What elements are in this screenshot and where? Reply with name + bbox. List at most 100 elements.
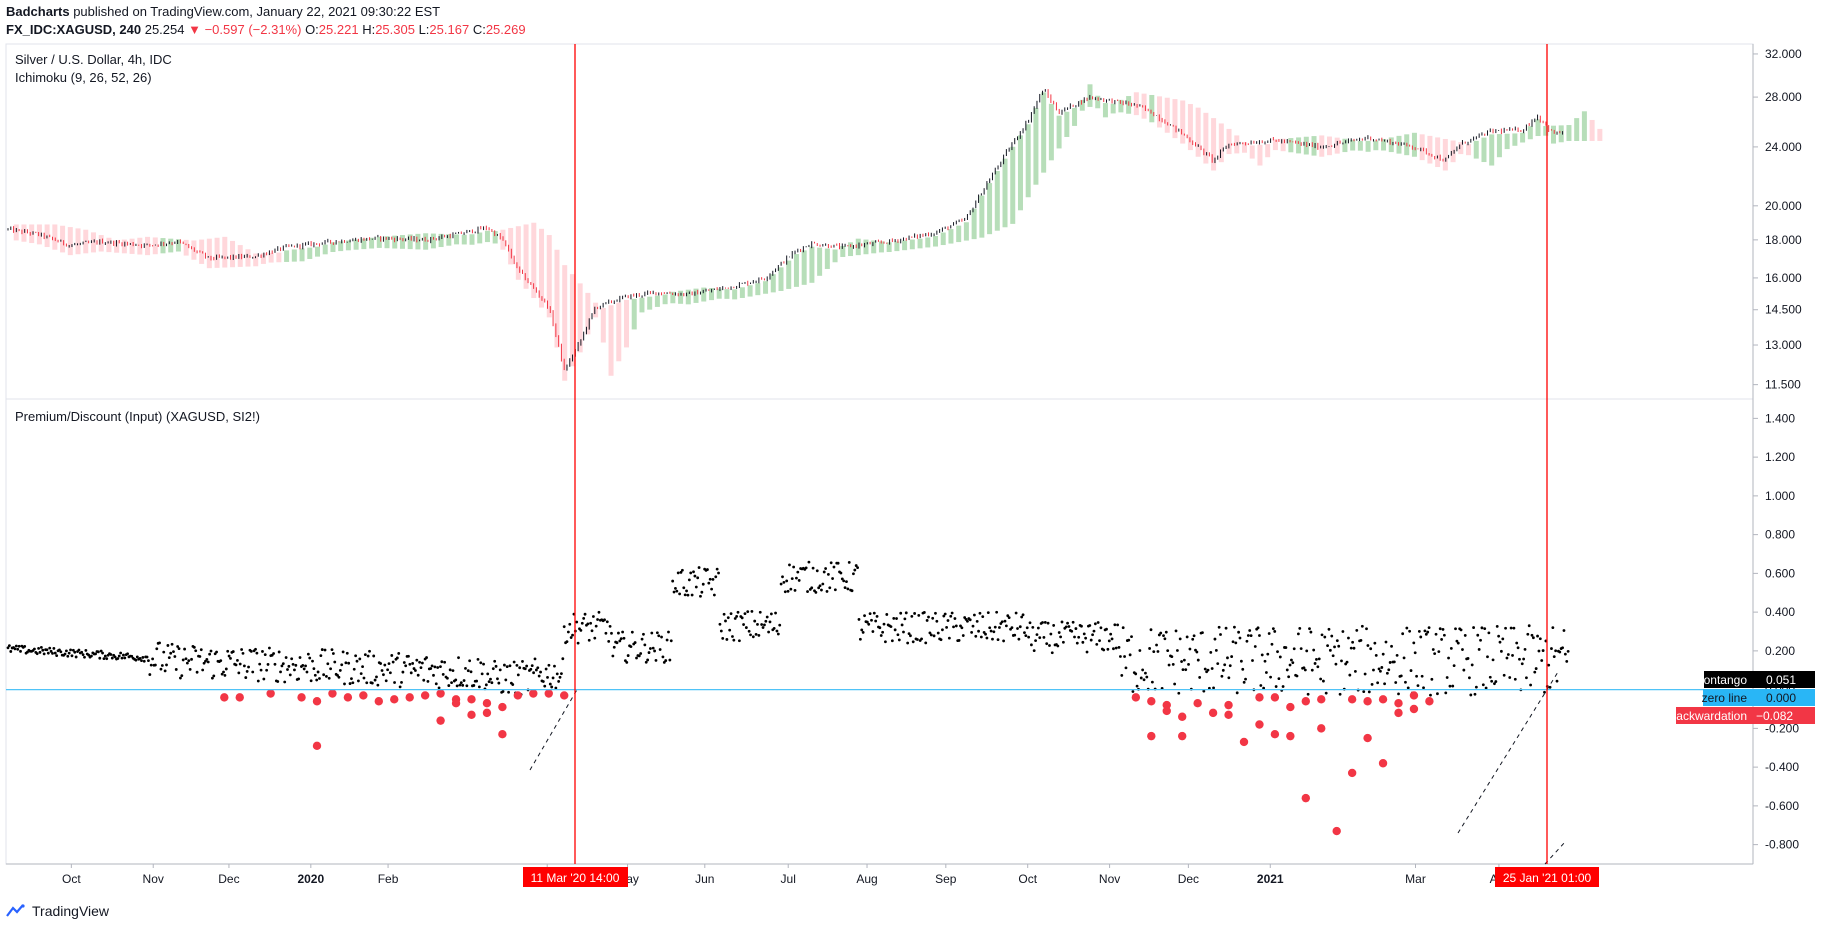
osc-point xyxy=(900,623,904,627)
osc-point xyxy=(790,577,794,581)
osc-point xyxy=(977,629,980,633)
osc-point xyxy=(1269,675,1272,679)
osc-y-tick-label: 1.400 xyxy=(1765,411,1795,425)
osc-point xyxy=(715,567,719,571)
osc-point xyxy=(215,650,218,654)
osc-point xyxy=(160,664,164,667)
osc-point xyxy=(643,643,647,647)
osc-point xyxy=(70,654,74,658)
osc-point xyxy=(84,648,88,652)
cloud-segment xyxy=(237,245,243,267)
cloud-segment xyxy=(763,281,769,294)
osc-point xyxy=(710,587,713,591)
x-tick-label: Feb xyxy=(378,872,399,886)
footer[interactable]: TradingView xyxy=(6,903,109,919)
osc-point xyxy=(1276,650,1279,654)
osc-point xyxy=(347,661,351,665)
cloud-segment xyxy=(639,297,645,313)
osc-point xyxy=(769,612,773,616)
osc-point xyxy=(262,677,266,681)
osc-point xyxy=(181,658,185,662)
cloud-segment xyxy=(175,239,181,252)
osc-point xyxy=(1080,624,1083,628)
osc-point xyxy=(1074,627,1078,630)
backwardation-point xyxy=(436,716,445,725)
cloud-segment xyxy=(739,287,745,298)
osc-point xyxy=(380,669,384,672)
osc-point xyxy=(172,650,175,654)
osc-point xyxy=(829,561,833,565)
price-y-axis[interactable]: 32.000 28.000 24.000 20.000 18.000 16.000 14.5… xyxy=(1753,47,1802,392)
osc-point xyxy=(1220,674,1224,678)
osc-point xyxy=(1313,662,1317,665)
osc-point xyxy=(1262,686,1266,690)
osc-point xyxy=(1338,692,1342,696)
cloud-segment xyxy=(1010,146,1016,224)
osc-point xyxy=(867,622,871,626)
cloud-segment xyxy=(894,241,900,252)
cloud-segment xyxy=(616,302,622,362)
backwardation-point xyxy=(1378,695,1388,704)
osc-point xyxy=(1565,659,1569,663)
osc-point xyxy=(430,664,434,668)
cloud-segment xyxy=(1180,100,1186,144)
osc-point xyxy=(151,657,155,661)
osc-point xyxy=(331,652,335,655)
osc-point xyxy=(512,660,516,664)
osc-point xyxy=(1174,629,1178,633)
osc-point xyxy=(192,645,196,649)
backwardation-point xyxy=(529,689,538,698)
x-axis[interactable]: OctNovDec2020FebAprMayJunJulAugSepOctNov… xyxy=(62,864,1508,886)
osc-point xyxy=(986,611,990,615)
cloud-segment xyxy=(369,237,375,249)
cloud-segment xyxy=(361,238,367,250)
osc-y-axis[interactable]: 1.400 1.200 1.000 0.800 0.600 0.400 0.200 0.000… xyxy=(1753,411,1799,852)
osc-point xyxy=(815,569,819,573)
osc-point xyxy=(575,620,579,624)
osc-point xyxy=(507,690,510,694)
osc-point xyxy=(126,652,129,656)
osc-point xyxy=(297,677,301,681)
osc-point xyxy=(51,652,54,655)
osc-point xyxy=(87,653,91,657)
osc-point xyxy=(1442,633,1446,637)
cloud-segment xyxy=(971,208,977,240)
cloud-segment xyxy=(732,289,738,300)
osc-point xyxy=(1372,668,1375,672)
osc-point xyxy=(1013,633,1017,637)
cloud-segment xyxy=(214,237,220,268)
cloud-segment xyxy=(801,250,807,285)
osc-point xyxy=(995,610,999,614)
osc-point xyxy=(744,626,748,629)
backwardation-point xyxy=(1363,697,1372,706)
osc-point xyxy=(273,662,277,666)
osc-point xyxy=(1230,655,1234,658)
osc-point xyxy=(993,625,997,629)
osc-point xyxy=(1534,667,1538,670)
osc-point xyxy=(1495,624,1499,628)
osc-point xyxy=(686,593,690,597)
osc-point xyxy=(1105,627,1108,631)
cloud-segment xyxy=(624,299,629,348)
osc-point xyxy=(1468,676,1471,680)
osc-point xyxy=(1555,679,1559,683)
osc-point xyxy=(544,667,548,671)
osc-point xyxy=(605,620,609,624)
cloud-segment xyxy=(1211,118,1217,171)
high-value: 25.305 xyxy=(375,22,415,37)
osc-point xyxy=(831,577,834,580)
osc-point xyxy=(102,657,106,661)
osc-point xyxy=(284,656,288,659)
osc-point xyxy=(1347,636,1350,640)
osc-point xyxy=(675,589,679,593)
cloud-segment xyxy=(1551,125,1556,144)
osc-point xyxy=(906,641,910,645)
price-series xyxy=(7,89,1564,371)
backwardation-point xyxy=(1255,720,1264,729)
osc-point xyxy=(1207,686,1211,690)
osc-point xyxy=(155,647,159,651)
osc-point xyxy=(1426,630,1430,634)
osc-point xyxy=(936,631,940,635)
osc-point xyxy=(1303,668,1307,672)
